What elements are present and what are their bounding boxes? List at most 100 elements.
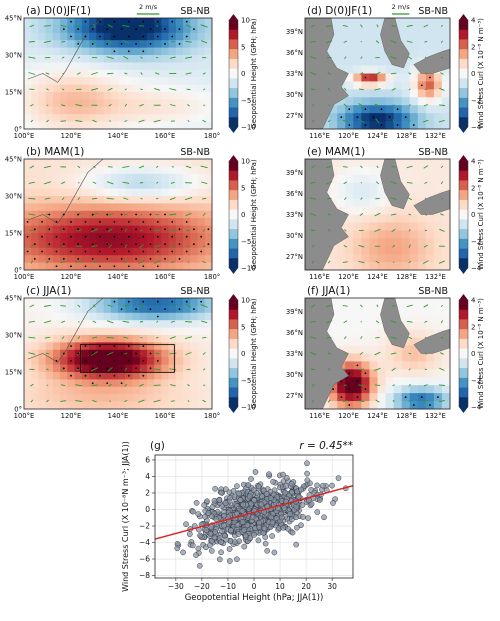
- scatter-point: [216, 497, 223, 503]
- wind-vector: [200, 24, 208, 28]
- significance-dot: [99, 250, 101, 253]
- significance-dot: [106, 228, 109, 231]
- field-cell: [197, 55, 206, 63]
- field-cell: [361, 298, 370, 307]
- significance-dot: [149, 213, 152, 216]
- field-cell: [161, 84, 170, 93]
- significance-dot: [84, 360, 87, 362]
- colorbar-label: Geopotential Height (GPH; hPa): [250, 18, 258, 129]
- field-cell: [89, 203, 97, 212]
- field-cell: [190, 342, 199, 351]
- field-cell: [175, 69, 184, 78]
- field-cell: [125, 99, 133, 108]
- field-cell: [425, 369, 435, 378]
- field-cell: [183, 394, 191, 403]
- field-cell: [60, 173, 68, 182]
- field-cell: [45, 25, 54, 34]
- wind-vector: [44, 165, 51, 169]
- scatter-point: [293, 503, 300, 510]
- field-cell: [361, 230, 370, 239]
- field-cell: [96, 196, 105, 204]
- field-cell: [168, 121, 177, 130]
- colorbar-segment: [459, 199, 468, 211]
- field-cell: [31, 372, 39, 380]
- field-cell: [146, 379, 155, 388]
- wind-vector: [407, 336, 413, 340]
- field-cell: [161, 196, 170, 204]
- field-cell: [38, 196, 47, 204]
- colorbar-tick-label: 0: [471, 350, 475, 358]
- field-cell: [377, 246, 387, 255]
- field-cell: [38, 342, 47, 351]
- field-cell: [67, 47, 76, 56]
- scatter-point: [236, 490, 243, 497]
- field-cell: [45, 401, 54, 410]
- colorbar-frame: [228, 19, 239, 128]
- significance-dot: [127, 345, 130, 347]
- scatter-point: [269, 533, 275, 539]
- field-cell: [146, 372, 155, 380]
- wind-vector: [91, 212, 98, 217]
- field-cell: [139, 379, 148, 388]
- wind-vector: [391, 367, 396, 372]
- wind-vector: [92, 181, 97, 184]
- field-cell: [132, 335, 141, 343]
- field-cell: [183, 364, 191, 373]
- field-cell: [67, 55, 76, 63]
- field-cell: [74, 18, 83, 26]
- field-cell: [154, 25, 162, 34]
- field-cell: [168, 394, 177, 403]
- significance-dot: [420, 84, 423, 87]
- field-cell: [103, 181, 112, 190]
- field-cell: [190, 181, 199, 190]
- field-cell: [175, 342, 184, 351]
- field-cell: [175, 379, 184, 388]
- field-cell: [89, 32, 97, 41]
- field-cell: [441, 89, 451, 98]
- field-cell: [146, 114, 155, 123]
- field-cell: [377, 377, 387, 386]
- scatter-point: [299, 502, 306, 509]
- wind-vector: [440, 181, 444, 185]
- field-cell: [81, 181, 90, 190]
- field-cell: [31, 401, 39, 410]
- field-cell: [132, 298, 141, 306]
- field-cell: [197, 379, 206, 388]
- colorbar-extend-bottom: [229, 268, 238, 274]
- scatter-point: [250, 487, 257, 494]
- colorbar-segment: [229, 49, 238, 60]
- field-cell: [125, 225, 133, 234]
- field-cell: [45, 233, 54, 241]
- field-cell: [393, 113, 403, 122]
- lat-tick-label: 15°N: [5, 89, 22, 97]
- field-cell: [361, 81, 370, 90]
- field-cell: [96, 312, 105, 321]
- field-cell: [146, 77, 155, 86]
- field-cell: [31, 25, 39, 34]
- significance-dot: [340, 396, 343, 398]
- field-cell: [60, 181, 68, 190]
- field-cell: [369, 57, 378, 67]
- scatter-point: [218, 539, 224, 545]
- field-cell: [31, 55, 39, 63]
- field-cell: [110, 159, 119, 167]
- wind-vector: [358, 118, 365, 124]
- significance-dot: [77, 43, 80, 45]
- panel-f: (f) JJA(1) SB-NB39°N36°N33°N30°N27°N116°E…: [286, 285, 485, 420]
- field-cell: [425, 238, 435, 247]
- colorbar-segment: [459, 309, 468, 320]
- scatter-point: [213, 516, 220, 523]
- field-cell: [67, 386, 76, 395]
- field-cell: [45, 298, 54, 306]
- field-cell: [369, 81, 378, 90]
- field-cell: [161, 335, 170, 343]
- field-cell: [175, 247, 184, 256]
- field-cell: [52, 401, 61, 410]
- significance-dot: [135, 308, 138, 310]
- field-cell: [74, 379, 83, 388]
- field-cell: [103, 99, 112, 108]
- field-cell: [197, 320, 206, 329]
- field-cell: [132, 357, 141, 366]
- significance-dot: [70, 235, 72, 238]
- field-cell: [441, 25, 451, 35]
